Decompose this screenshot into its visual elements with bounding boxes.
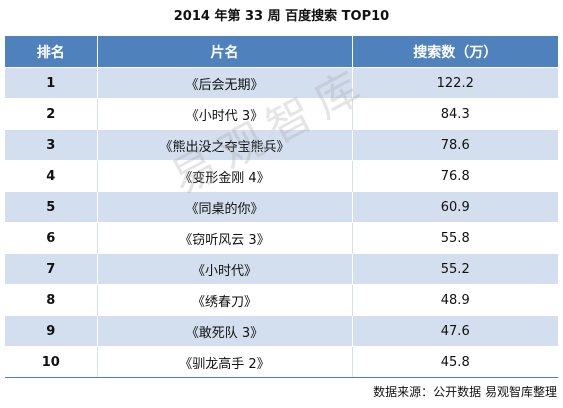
- table-row: 5 《同桌的你》 60.9: [5, 191, 558, 223]
- rank-cell: 4: [5, 160, 98, 192]
- title-cell: 《同桌的你》: [97, 191, 353, 223]
- searches-cell: 76.8: [352, 160, 558, 192]
- title-cell: 《变形金刚 4》: [97, 160, 353, 192]
- searches-cell: 78.6: [352, 129, 558, 161]
- header-searches: 搜索数（万）: [352, 36, 558, 68]
- rank-cell: 2: [5, 98, 98, 130]
- title-cell: 《熊出没之夺宝熊兵》: [97, 129, 353, 161]
- rank-cell: 9: [5, 315, 98, 347]
- rank-cell: 3: [5, 129, 98, 161]
- rank-cell: 10: [5, 346, 98, 378]
- title-cell: 《窃听风云 3》: [97, 222, 353, 254]
- table-row: 7 《小时代》 55.2: [5, 253, 558, 285]
- table-header-row: 排名 片名 搜索数（万）: [5, 36, 558, 68]
- rank-cell: 1: [5, 67, 98, 99]
- table-row: 2 《小时代 3》 84.3: [5, 98, 558, 130]
- searches-cell: 60.9: [352, 191, 558, 223]
- rank-cell: 7: [5, 253, 98, 285]
- title-cell: 《小时代 3》: [97, 98, 353, 130]
- searches-cell: 122.2: [352, 67, 558, 99]
- title-cell: 《小时代》: [97, 253, 353, 285]
- title-cell: 《驯龙高手 2》: [97, 346, 353, 378]
- table-row: 1 《后会无期》 122.2: [5, 67, 558, 99]
- data-source-note: 数据来源：公开数据 易观智库整理: [373, 385, 557, 399]
- table-row: 4 《变形金刚 4》 76.8: [5, 160, 558, 192]
- header-rank: 排名: [5, 36, 98, 68]
- table-row: 8 《绣春刀》 48.9: [5, 284, 558, 316]
- searches-cell: 84.3: [352, 98, 558, 130]
- header-title: 片名: [97, 36, 353, 68]
- table-row: 9 《敢死队 3》 47.6: [5, 315, 558, 347]
- page-title: 2014 年第 33 周 百度搜索 TOP10: [173, 9, 390, 24]
- rank-cell: 8: [5, 284, 98, 316]
- title-cell: 《后会无期》: [97, 67, 353, 99]
- searches-cell: 48.9: [352, 284, 558, 316]
- searches-cell: 47.6: [352, 315, 558, 347]
- table-row: 6 《窃听风云 3》 55.8: [5, 222, 558, 254]
- title-cell: 《敢死队 3》: [97, 315, 353, 347]
- rank-cell: 6: [5, 222, 98, 254]
- searches-cell: 55.8: [352, 222, 558, 254]
- table-row: 3 《熊出没之夺宝熊兵》 78.6: [5, 129, 558, 161]
- searches-cell: 55.2: [352, 253, 558, 285]
- title-cell: 《绣春刀》: [97, 284, 353, 316]
- ranking-table: 排名 片名 搜索数（万） 1 《后会无期》 122.2 2 《小时代 3》 84…: [5, 36, 558, 378]
- searches-cell: 45.8: [352, 346, 558, 378]
- table-row: 10 《驯龙高手 2》 45.8: [5, 346, 558, 378]
- rank-cell: 5: [5, 191, 98, 223]
